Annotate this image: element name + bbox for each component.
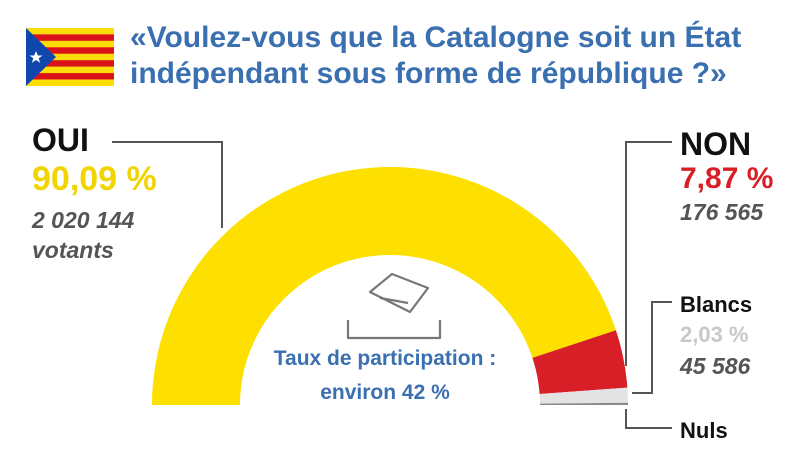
oui-votes: 2 020 144 [32, 207, 135, 233]
non-percent: 7,87 % [680, 162, 774, 195]
oui-votes-unit: votants [32, 237, 114, 263]
ballot-box-icon [346, 272, 442, 340]
non-label: NON [680, 126, 752, 162]
blancs-votes: 45 586 [680, 353, 751, 379]
participation-line1: Taux de participation : [273, 347, 497, 370]
participation-text: Taux de participation : environ 42 % [240, 342, 530, 410]
leader-blancs [632, 301, 672, 394]
chart-title: «Voulez-vous que la Catalogne soit un Ét… [130, 21, 742, 90]
slice-non [532, 330, 628, 395]
nuls-label: Nuls [680, 418, 728, 443]
leader-oui [112, 141, 223, 228]
estelada-flag-icon [26, 28, 114, 86]
slice-nuls [539, 402, 628, 405]
non-votes: 176 565 [680, 199, 764, 225]
slice-oui [152, 167, 616, 405]
participation-line2: environ 42 % [320, 381, 450, 404]
oui-label: OUI [32, 122, 89, 158]
blancs-percent: 2,03 % [680, 322, 749, 347]
leader-non [625, 141, 672, 366]
blancs-label: Blancs [680, 292, 753, 317]
slice-blancs [539, 387, 628, 404]
oui-percent: 90,09 % [32, 160, 157, 198]
leader-nuls [625, 409, 672, 429]
